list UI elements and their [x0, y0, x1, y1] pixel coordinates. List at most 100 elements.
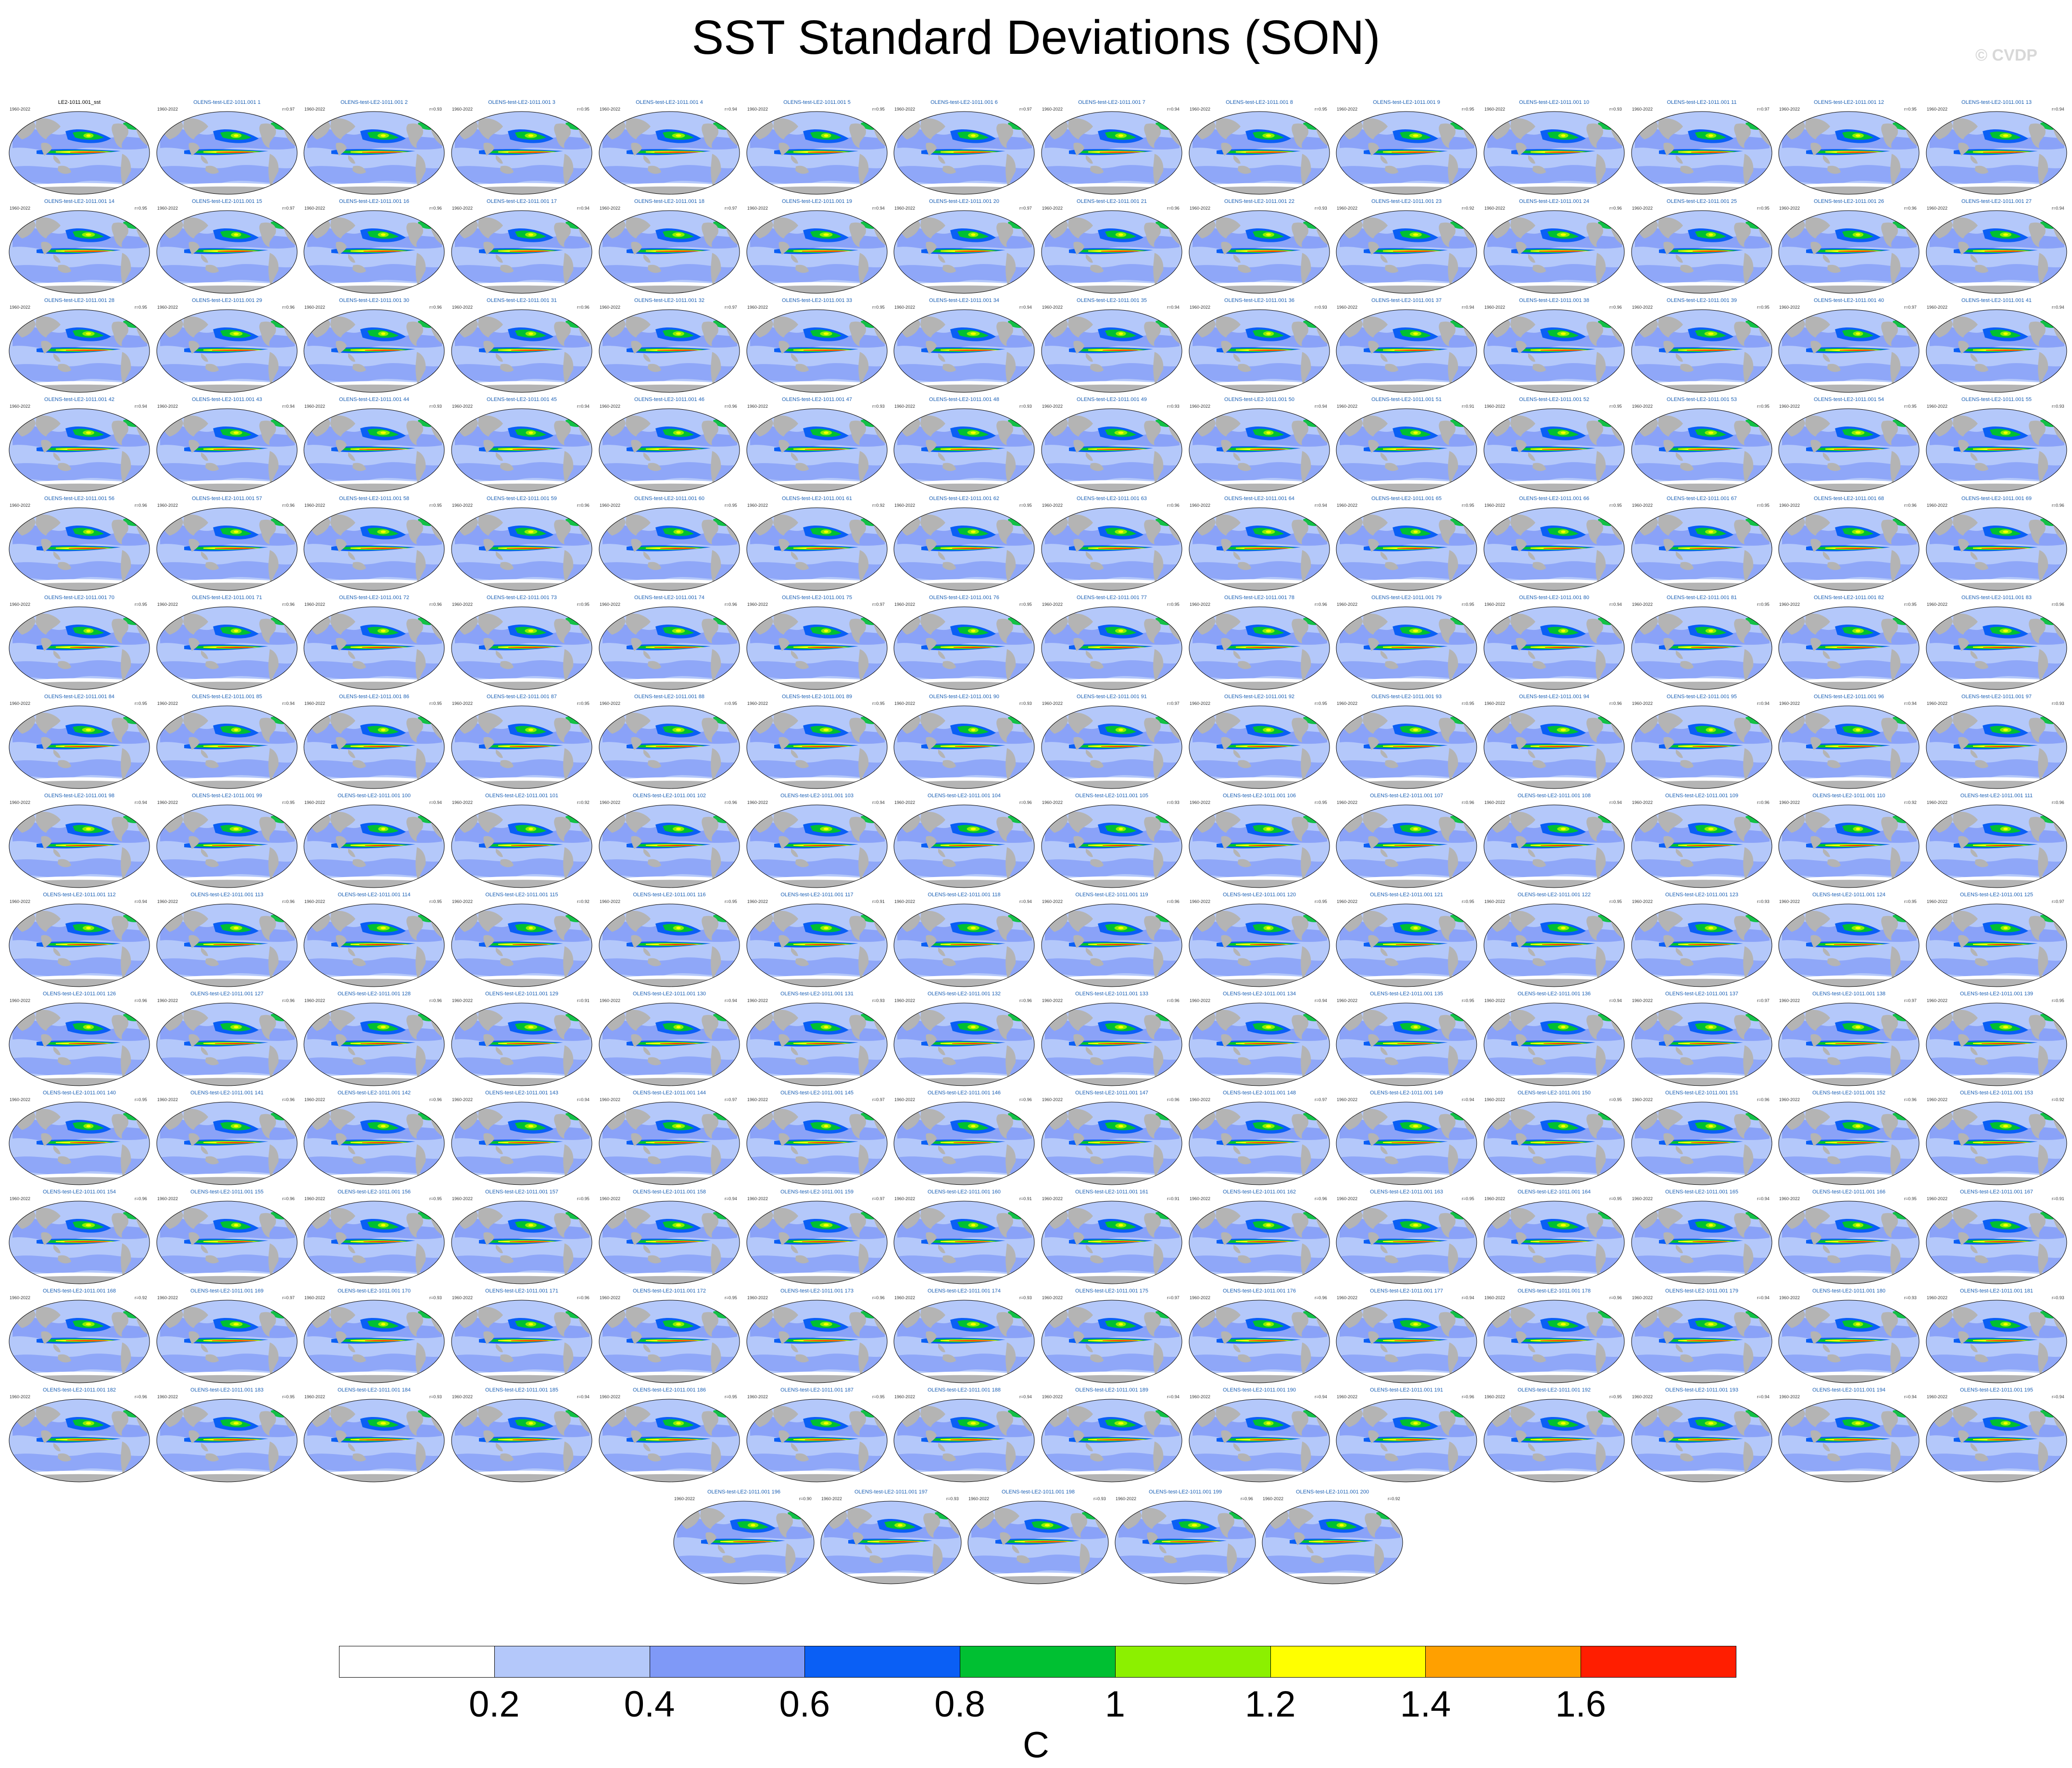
- member-panel: OLENS-test-LE2-1011.001 153 1960-2022 r=0.…: [1923, 1090, 2067, 1186]
- panel-pattern-correlation: r=0.97: [282, 206, 295, 211]
- member-panel: OLENS-test-LE2-1011.001 126 1960-2022 r=0.…: [6, 991, 150, 1087]
- member-panel: OLENS-test-LE2-1011.001 74 1960-2022 r=0.9…: [596, 594, 740, 690]
- panel-period: 1960-2022: [1927, 1097, 1948, 1102]
- panel-pattern-correlation: r=0.97: [2052, 899, 2064, 904]
- panel-title: OLENS-test-LE2-1011.001 147: [1075, 1090, 1149, 1096]
- panel-pattern-correlation: r=0.95: [1757, 206, 1770, 211]
- panel-period: 1960-2022: [894, 701, 916, 706]
- member-panel: OLENS-test-LE2-1011.001 70 1960-2022 r=0.9…: [6, 594, 150, 690]
- world-map: [1189, 1102, 1330, 1185]
- panel-period: 1960-2022: [1337, 206, 1358, 211]
- panel-pattern-correlation: r=0.96: [1757, 800, 1770, 805]
- member-panel: OLENS-test-LE2-1011.001 182 1960-2022 r=0.…: [6, 1387, 150, 1483]
- member-panel: OLENS-test-LE2-1011.001 62 1960-2022 r=0.9…: [891, 495, 1035, 591]
- panel-period: 1960-2022: [747, 404, 768, 409]
- world-map: [9, 705, 150, 789]
- world-map: [893, 1399, 1035, 1482]
- world-map: [1926, 804, 2067, 888]
- panel-period: 1960-2022: [304, 602, 326, 607]
- member-panel: OLENS-test-LE2-1011.001 59 1960-2022 r=0.9…: [448, 495, 592, 591]
- panel-title: OLENS-test-LE2-1011.001 107: [1369, 793, 1444, 799]
- panel-period: 1960-2022: [1779, 404, 1800, 409]
- panel-pattern-correlation: r=0.95: [725, 899, 737, 904]
- panel-period: 1960-2022: [1484, 503, 1506, 508]
- member-panel: OLENS-test-LE2-1011.001 1 1960-2022 r=0.97: [153, 99, 298, 195]
- member-panel: OLENS-test-LE2-1011.001 183 1960-2022 r=0.…: [153, 1387, 298, 1483]
- panel-period: 1960-2022: [157, 206, 178, 211]
- panel-pattern-correlation: r=0.94: [1609, 998, 1622, 1003]
- world-map: [1926, 507, 2067, 591]
- panel-title: OLENS-test-LE2-1011.001 197: [854, 1489, 928, 1495]
- panel-period: 1960-2022: [1927, 998, 1948, 1003]
- world-map: [1041, 903, 1182, 987]
- world-map: [9, 408, 150, 492]
- panel-pattern-correlation: r=0.95: [1609, 1394, 1622, 1399]
- panel-pattern-correlation: r=0.95: [1609, 1097, 1622, 1102]
- panel-pattern-correlation: r=0.93: [1315, 305, 1327, 310]
- panel-title: OLENS-test-LE2-1011.001 138: [1812, 991, 1886, 997]
- panel-title: OLENS-test-LE2-1011.001 94: [1519, 694, 1589, 700]
- member-panel: OLENS-test-LE2-1011.001 87 1960-2022 r=0.9…: [448, 693, 592, 790]
- world-map: [9, 507, 150, 591]
- panel-period: 1960-2022: [747, 107, 768, 112]
- panel-title: OLENS-test-LE2-1011.001 149: [1369, 1090, 1444, 1096]
- member-panel: OLENS-test-LE2-1011.001 39 1960-2022 r=0.9…: [1628, 297, 1772, 393]
- panel-title: OLENS-test-LE2-1011.001 7: [1078, 100, 1145, 105]
- panel-period: 1960-2022: [1779, 1394, 1800, 1399]
- world-map: [1483, 804, 1625, 888]
- panel-period: 1960-2022: [747, 1196, 768, 1201]
- world-map: [1778, 408, 1920, 492]
- world-map: [1631, 1399, 1772, 1482]
- panel-period: 1960-2022: [157, 107, 178, 112]
- world-map: [599, 309, 740, 393]
- panel-pattern-correlation: r=0.93: [2052, 1295, 2064, 1300]
- panel-title: OLENS-test-LE2-1011.001 69: [1961, 496, 2032, 502]
- panel-pattern-correlation: r=0.94: [1462, 305, 1474, 310]
- panel-period: 1960-2022: [304, 701, 326, 706]
- panel-title: OLENS-test-LE2-1011.001 167: [1959, 1189, 2034, 1195]
- panel-title: OLENS-test-LE2-1011.001 158: [632, 1189, 706, 1195]
- panel-pattern-correlation: r=0.96: [1609, 1295, 1622, 1300]
- member-panel: OLENS-test-LE2-1011.001 60 1960-2022 r=0.9…: [596, 495, 740, 591]
- member-panel: OLENS-test-LE2-1011.001 84 1960-2022 r=0.9…: [6, 693, 150, 790]
- panel-period: 1960-2022: [1484, 107, 1506, 112]
- world-map: [1041, 1201, 1182, 1284]
- member-panel: OLENS-test-LE2-1011.001 69 1960-2022 r=0.9…: [1923, 495, 2067, 591]
- member-panel: OLENS-test-LE2-1011.001 45 1960-2022 r=0.9…: [448, 396, 592, 492]
- panel-pattern-correlation: r=0.93: [872, 998, 885, 1003]
- panel-pattern-correlation: r=0.95: [1462, 107, 1474, 112]
- panel-title: OLENS-test-LE2-1011.001 151: [1665, 1090, 1739, 1096]
- colorbar-tick-label: 0.4: [624, 1684, 675, 1725]
- world-map: [451, 1201, 592, 1284]
- world-map: [1041, 804, 1182, 888]
- world-map: [1336, 804, 1477, 888]
- panel-title: OLENS-test-LE2-1011.001 194: [1812, 1387, 1886, 1393]
- panel-pattern-correlation: r=0.97: [282, 107, 295, 112]
- panel-period: 1960-2022: [1779, 701, 1800, 706]
- panel-period: 1960-2022: [894, 305, 916, 310]
- member-panel: OLENS-test-LE2-1011.001 175 1960-2022 r=0.…: [1038, 1288, 1182, 1384]
- panel-title: OLENS-test-LE2-1011.001 170: [337, 1288, 411, 1294]
- panel-period: 1960-2022: [1190, 1295, 1211, 1300]
- panel-title: OLENS-test-LE2-1011.001 47: [782, 397, 852, 402]
- panel-title: OLENS-test-LE2-1011.001 162: [1222, 1189, 1296, 1195]
- world-map: [893, 111, 1035, 195]
- world-map: [893, 1201, 1035, 1284]
- member-panel: OLENS-test-LE2-1011.001 17 1960-2022 r=0.9…: [448, 198, 592, 294]
- panel-title: OLENS-test-LE2-1011.001 16: [339, 199, 409, 204]
- panel-title: OLENS-test-LE2-1011.001 68: [1814, 496, 1884, 502]
- panel-pattern-correlation: r=0.95: [1315, 107, 1327, 112]
- panel-pattern-correlation: r=0.91: [872, 899, 885, 904]
- member-panel: OLENS-test-LE2-1011.001 42 1960-2022 r=0.9…: [6, 396, 150, 492]
- panel-pattern-correlation: r=0.93: [1093, 1496, 1106, 1501]
- world-map: [156, 111, 298, 195]
- world-map: [1336, 705, 1477, 789]
- world-map: [1336, 1300, 1477, 1383]
- world-map: [599, 804, 740, 888]
- panel-period: 1960-2022: [10, 998, 31, 1003]
- panel-pattern-correlation: r=0.96: [1904, 503, 1917, 508]
- panel-period: 1960-2022: [1779, 1295, 1800, 1300]
- panel-title: OLENS-test-LE2-1011.001 110: [1812, 793, 1885, 799]
- world-map: [156, 1399, 298, 1482]
- member-panel: OLENS-test-LE2-1011.001 173 1960-2022 r=0.…: [743, 1288, 888, 1384]
